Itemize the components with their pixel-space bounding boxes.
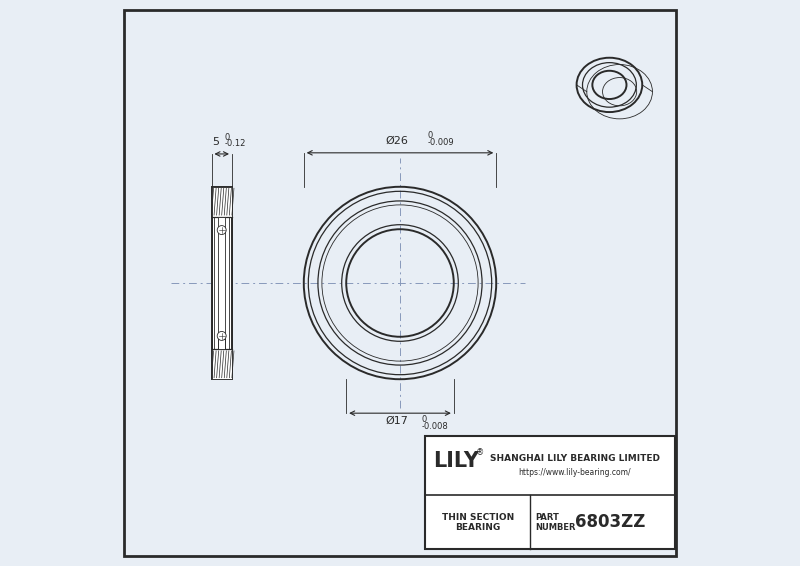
Bar	[218, 339, 226, 349]
Text: -0.009: -0.009	[427, 138, 454, 147]
Text: Ø26: Ø26	[386, 136, 409, 146]
Text: https://www.lily-bearing.com/: https://www.lily-bearing.com/	[518, 468, 631, 477]
Text: PART: PART	[536, 513, 560, 522]
Text: LILY: LILY	[434, 451, 480, 471]
Text: 0: 0	[427, 131, 433, 140]
Circle shape	[218, 226, 226, 234]
Bar	[218, 217, 226, 227]
Text: 6803ZZ: 6803ZZ	[574, 513, 645, 531]
Text: THIN SECTION: THIN SECTION	[442, 513, 514, 522]
Text: -0.008: -0.008	[422, 422, 448, 431]
Text: 0: 0	[225, 132, 230, 142]
Circle shape	[218, 332, 226, 340]
Bar	[211, 349, 232, 379]
Bar	[211, 187, 232, 379]
Text: SHANGHAI LILY BEARING LIMITED: SHANGHAI LILY BEARING LIMITED	[490, 454, 660, 463]
Text: 0: 0	[422, 415, 426, 424]
Text: ®: ®	[476, 448, 485, 457]
Text: 5: 5	[212, 137, 219, 147]
Text: -0.12: -0.12	[225, 139, 246, 148]
Text: BEARING: BEARING	[455, 523, 500, 532]
Text: Ø17: Ø17	[386, 416, 409, 426]
Text: NUMBER: NUMBER	[536, 523, 576, 532]
Bar	[211, 187, 232, 217]
Bar	[426, 436, 674, 549]
